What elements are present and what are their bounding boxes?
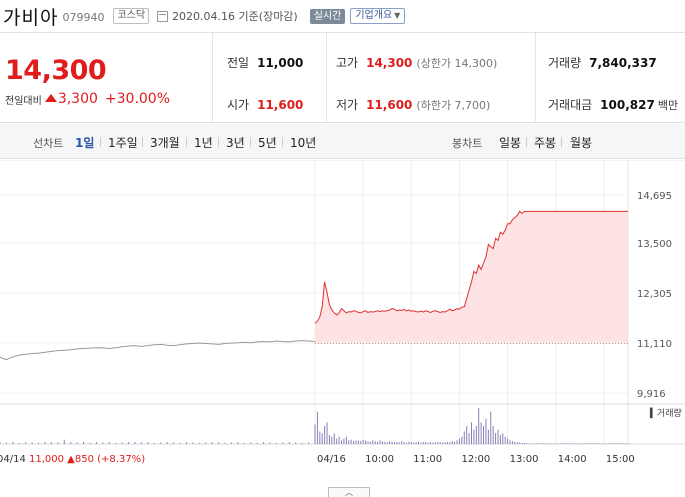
prev-day-price: 11,000 [29, 454, 67, 465]
tab-5year[interactable]: 5년 [258, 136, 277, 150]
stat-label: 고가 [336, 56, 359, 70]
divider [326, 33, 327, 123]
stat-open: 시가 11,600 [227, 96, 303, 113]
line-chart-label: 선차트 [33, 137, 64, 150]
company-overview-dropdown[interactable]: 기업개요 ▼ [350, 8, 406, 24]
stat-amount: 거래대금 100,827 백만 [548, 96, 678, 113]
market-badge: 코스닥 [113, 8, 150, 24]
x-tick-label: 13:00 [510, 454, 539, 465]
stock-name: 가비아 [3, 6, 59, 29]
stat-sub: (하한가 7,700) [416, 99, 491, 112]
prev-day-change-pct: (+8.37%) [97, 454, 145, 465]
tab-separator [100, 137, 101, 147]
tab-separator [186, 137, 187, 147]
stat-volume: 거래량 7,840,337 [548, 54, 657, 71]
y-tick-label: 14,695 [637, 191, 672, 202]
intraday-price-chart[interactable]: 14,695 13,500 12,305 11,110 9,916 ▍거래량 04/16 10… [0, 160, 685, 487]
price-line [314, 210, 628, 324]
stat-label: 시가 [227, 98, 250, 112]
y-tick-label: 12,305 [637, 289, 672, 300]
stat-sub: (상한가 14,300) [416, 57, 498, 70]
stat-low: 저가 11,600 (하한가 7,700) [336, 96, 490, 113]
tab-3year[interactable]: 3년 [226, 136, 245, 150]
prev-day-change: 850 [75, 454, 97, 465]
stat-label: 저가 [336, 98, 359, 112]
tab-monthly-candle[interactable]: 월봉 [570, 136, 593, 150]
chart-tab-bar: 선차트 1일 1주일 3개월 1년 3년 5년 10년 봉차트 일봉 주봉 월봉 [0, 124, 685, 159]
prev-day-date: 04/14 [0, 454, 29, 465]
y-tick-label: 11,110 [637, 339, 672, 350]
y-tick-label: 13,500 [637, 239, 672, 250]
scroll-up-button[interactable]: ︿ [328, 487, 370, 497]
stat-label: 거래량 [548, 56, 582, 70]
prev-day-summary: 04/14 11,000 ▲850 (+8.37%) [0, 454, 145, 465]
volume-label: ▍거래량 [649, 407, 682, 419]
x-tick-label: 12:00 [461, 454, 490, 465]
stock-header: 가비아 079940 코스닥 2020.04.16 기준(장마감) 실시간 기업… [0, 0, 685, 33]
tab-10year[interactable]: 10년 [290, 136, 317, 150]
stat-prev-close: 전일 11,000 [227, 54, 303, 71]
current-price: 14,300 [5, 55, 107, 86]
tab-separator [282, 137, 283, 147]
company-overview-label: 기업개요 [355, 10, 393, 21]
stat-unit: 백만 [657, 99, 679, 112]
tab-1year[interactable]: 1년 [194, 136, 213, 150]
realtime-button[interactable]: 실시간 [309, 8, 346, 24]
stat-value: 11,000 [257, 56, 304, 70]
tab-3month[interactable]: 3개월 [150, 136, 180, 150]
price-area-fill [315, 211, 628, 344]
price-panel: 14,300 전일대비 3,300 +30.00% 전일 11,000 고가 1… [0, 33, 685, 123]
date-text: 2020.04.16 기준(장마감) [172, 10, 298, 23]
tab-separator [561, 137, 562, 147]
tab-daily-candle[interactable]: 일봉 [499, 136, 522, 150]
stat-label: 전일 [227, 56, 250, 70]
change-percent: +30.00% [104, 91, 171, 107]
x-tick-label: 10:00 [365, 454, 394, 465]
tab-separator [250, 137, 251, 147]
tab-1day[interactable]: 1일 [75, 136, 95, 150]
tab-weekly-candle[interactable]: 주봉 [534, 136, 557, 150]
stat-value: 7,840,337 [589, 56, 657, 70]
tab-separator [526, 137, 527, 147]
stat-value: 100,827 [600, 98, 655, 112]
stat-value: 11,600 [257, 98, 304, 112]
x-tick-label: 04/16 [317, 454, 346, 465]
y-tick-label: 9,916 [637, 389, 666, 400]
calendar-icon [157, 10, 169, 22]
chevron-down-icon: ▼ [394, 11, 401, 20]
tab-separator [142, 137, 143, 147]
stat-label: 거래대금 [548, 98, 593, 112]
x-tick-label: 14:00 [558, 454, 587, 465]
stock-code: 079940 [62, 11, 105, 24]
tab-separator [218, 137, 219, 147]
stat-value: 11,600 [366, 98, 413, 112]
stat-value: 14,300 [366, 56, 413, 70]
divider [535, 33, 536, 123]
arrow-up-icon: ▲ [67, 454, 75, 465]
x-tick-label: 15:00 [606, 454, 635, 465]
tab-1week[interactable]: 1주일 [108, 136, 138, 150]
change-value: 3,300 [57, 91, 98, 107]
divider [212, 33, 213, 123]
change-label: 전일대비 [5, 95, 42, 107]
prev-day-price-line [0, 340, 316, 361]
stat-high: 고가 14,300 (상한가 14,300) [336, 54, 497, 71]
chevron-up-icon: ︿ [345, 488, 353, 497]
change-row: 전일대비 3,300 +30.00% [5, 91, 170, 107]
x-tick-label: 11:00 [413, 454, 442, 465]
arrow-up-icon [44, 94, 57, 102]
candle-chart-label: 봉차트 [452, 137, 483, 150]
